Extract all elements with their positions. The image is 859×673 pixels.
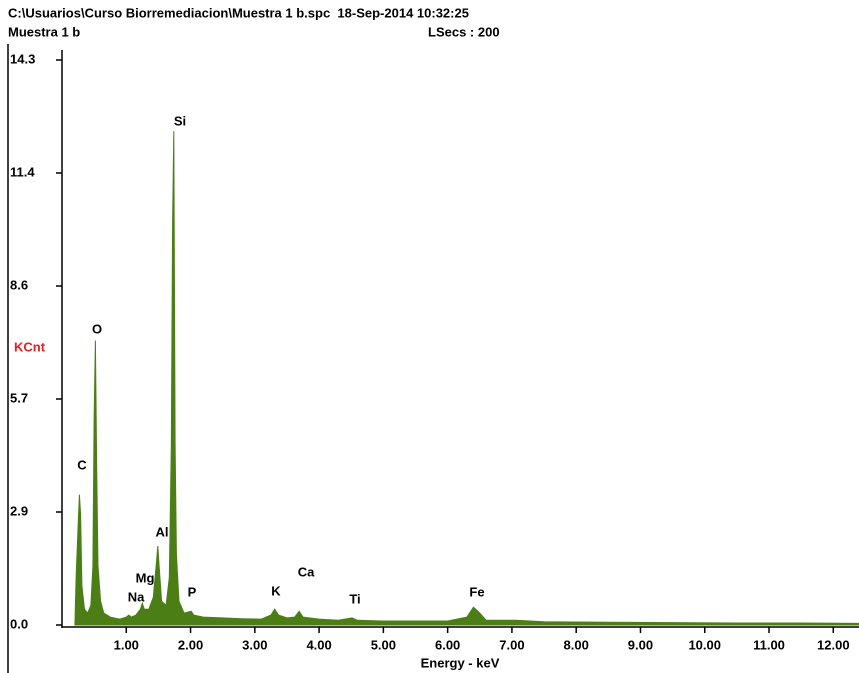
peak-label: Fe [469, 584, 484, 599]
peak-label: O [92, 321, 102, 336]
chart-subtitle: Muestra 1 b [8, 24, 80, 39]
peak-label: K [271, 583, 281, 598]
x-tick-label: 4.00 [306, 637, 331, 652]
x-tick-label: 5.00 [371, 637, 396, 652]
x-tick-label: 11.00 [753, 637, 785, 652]
y-tick-label: 2.9 [10, 503, 28, 518]
peak-label: Ca [298, 564, 315, 579]
peak-label: C [77, 457, 87, 472]
peak-label: Al [156, 524, 169, 539]
live-time: LSecs : 200 [428, 24, 500, 39]
peak-label: Mg [136, 570, 155, 585]
x-tick-label: 2.00 [178, 637, 203, 652]
x-axis-label: Energy - keV [421, 655, 500, 670]
peak-label: P [188, 584, 197, 599]
chart-title: C:\Usuarios\Curso Biorremediacion\Muestr… [8, 5, 469, 20]
y-tick-label: 5.7 [10, 390, 28, 405]
peak-label: Na [128, 589, 145, 604]
y-tick-label: 8.6 [10, 277, 28, 292]
y-tick-label: 0.0 [10, 616, 28, 631]
peak-label: Ti [349, 591, 360, 606]
spectrum [74, 131, 859, 626]
x-tick-label: 1.00 [114, 637, 139, 652]
x-tick-label: 12.00 [817, 637, 850, 652]
y-tick-label: 14.3 [10, 51, 35, 66]
x-tick-label: 9.00 [628, 637, 653, 652]
x-tick-label: 8.00 [564, 637, 589, 652]
x-tick-label: 6.00 [435, 637, 460, 652]
x-tick-label: 7.00 [499, 637, 524, 652]
x-tick-label: 3.00 [242, 637, 267, 652]
x-tick-label: 10.00 [688, 637, 721, 652]
peak-label: Si [174, 113, 186, 128]
y-axis-label: KCnt [14, 339, 46, 354]
y-tick-label: 11.4 [10, 164, 35, 179]
